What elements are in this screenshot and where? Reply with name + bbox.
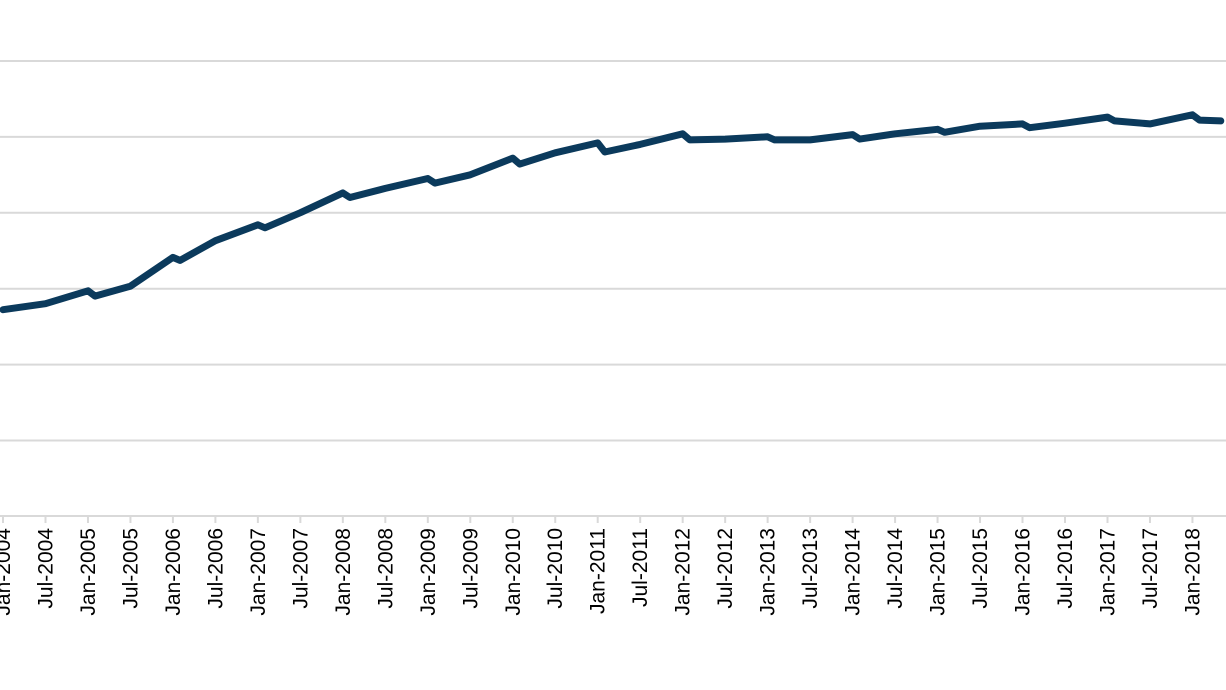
x-tick-label: Jan-2012 (672, 528, 695, 616)
gridlines (0, 60, 1226, 442)
x-tick-label: Jan-2016 (1012, 528, 1035, 616)
x-axis: Jan-2004 Jul-2004 Jan-2005 Jul-2005 Jan-2006… (0, 515, 1226, 616)
x-tick-label: Jan-2014 (842, 528, 865, 616)
x-tick-label: Jan-2010 (502, 528, 525, 616)
x-tick-label: Jul-2015 (969, 528, 992, 609)
x-tick-label: Jan-2011 (587, 528, 610, 614)
x-tick-label: Jan-2017 (1096, 528, 1119, 616)
x-tick-label: Jul-2011 (629, 528, 652, 607)
series-layer (0, 111, 1225, 314)
x-tick-label: Jul-2006 (204, 528, 227, 609)
x-tick-label: Jan-2018 (1181, 528, 1204, 616)
x-tick-label: Jul-2017 (1139, 528, 1162, 609)
series-line (0, 111, 1225, 314)
x-tick-label: Jan-2006 (162, 528, 185, 616)
x-tick-label: Jul-2009 (459, 528, 482, 609)
x-tick-label: Jul-2016 (1054, 528, 1077, 609)
x-tick-label: Jan-2007 (247, 528, 270, 616)
x-tick-label: Jul-2004 (34, 528, 57, 609)
x-tick-label: Jul-2014 (884, 528, 907, 609)
x-tick-label: Jul-2008 (374, 528, 397, 609)
x-tick-label: Jan-2009 (417, 528, 440, 616)
x-tick-label: Jul-2013 (799, 528, 822, 609)
x-tick-label: Jan-2015 (927, 528, 950, 616)
x-tick-label: Jul-2012 (714, 528, 737, 609)
x-tick-label: Jul-2007 (289, 528, 312, 609)
x-tick-label: Jan-2013 (757, 528, 780, 616)
x-tick-label: Jul-2005 (119, 528, 142, 609)
x-tick-label: Jan-2005 (77, 528, 100, 616)
x-tick-label: Jul-2010 (544, 528, 567, 609)
x-tick-label: Jan-2004 (0, 528, 15, 616)
x-tick-label: Jan-2008 (332, 528, 355, 616)
